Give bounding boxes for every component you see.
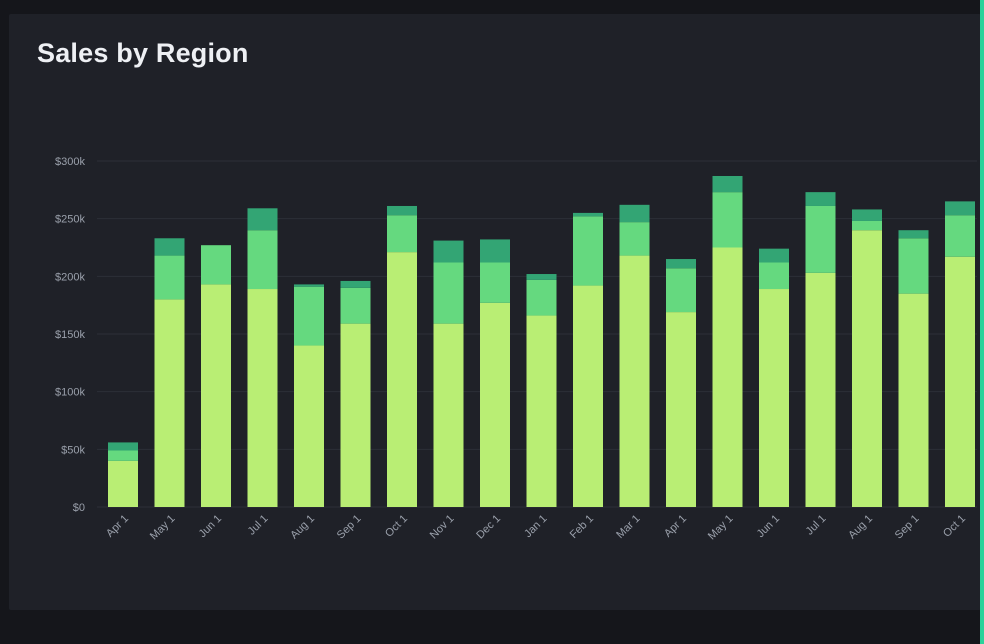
bar-segment-region-3-8[interactable] (480, 239, 510, 263)
bar-segment-region-3-16[interactable] (852, 209, 882, 221)
x-tick-label: Oct 1 (383, 513, 410, 540)
bar-segment-region-1-6[interactable] (387, 252, 417, 507)
bar-segment-region-2-2[interactable] (201, 245, 231, 285)
bar-segment-region-1-13[interactable] (712, 247, 743, 508)
y-tick-label: $250k (55, 214, 85, 226)
bar-segment-region-2-7[interactable] (433, 262, 464, 324)
bar-segment-region-2-10[interactable] (573, 216, 603, 286)
bar-segment-region-2-1[interactable] (154, 255, 185, 300)
bar-segment-region-2-17[interactable] (898, 238, 929, 294)
bar-segment-region-2-16[interactable] (852, 220, 882, 231)
x-tick-label: Jul 1 (246, 513, 271, 538)
bar-segment-region-1-5[interactable] (340, 323, 371, 507)
x-tick-label: Jan 1 (522, 513, 550, 541)
accent-edge (980, 0, 984, 644)
x-tick-label: Nov 1 (428, 513, 457, 542)
x-tick-label: Jul 1 (804, 513, 829, 538)
bar-segment-region-1-18[interactable] (945, 256, 975, 507)
bottom-bar (0, 610, 984, 644)
bar-segment-region-3-13[interactable] (712, 175, 743, 193)
bar-segment-region-3-12[interactable] (666, 259, 696, 269)
bar-segment-region-2-13[interactable] (712, 192, 743, 248)
y-tick-label: $50k (61, 444, 85, 456)
bar-segment-region-1-1[interactable] (154, 299, 185, 507)
x-tick-label: May 1 (148, 513, 178, 543)
bar-segment-region-2-8[interactable] (480, 262, 510, 303)
x-tick-label: Aug 1 (846, 513, 875, 542)
bar-segment-region-3-3[interactable] (247, 208, 278, 231)
bar-segment-region-2-5[interactable] (340, 287, 371, 324)
y-tick-label: $0 (73, 502, 85, 514)
bar-segment-region-3-4[interactable] (294, 284, 324, 287)
x-tick-label: Feb 1 (568, 513, 596, 541)
chart-title: Sales by Region (37, 38, 249, 68)
bar-segment-region-3-1[interactable] (154, 238, 185, 256)
sales-by-region-chart: $0 $50k $100k $150k $200k $250k $300k Apr 1 May… (55, 156, 977, 543)
bar-segment-region-1-3[interactable] (247, 289, 278, 507)
bar-segment-region-2-9[interactable] (526, 279, 557, 316)
bar-segment-region-1-15[interactable] (805, 272, 836, 507)
x-tick-label: Apr 1 (104, 513, 131, 540)
chart-panel: Sales by Region $0 $50k $100k $150k $200k $25… (9, 14, 981, 610)
bar-segment-region-1-12[interactable] (666, 312, 696, 507)
bar-segment-region-3-15[interactable] (805, 192, 836, 206)
bar-segment-region-2-14[interactable] (759, 262, 789, 290)
x-tick-label: Apr 1 (662, 513, 689, 540)
x-tick-label: Dec 1 (474, 513, 503, 542)
y-tick-label: $150k (55, 329, 85, 341)
bar-segment-region-3-6[interactable] (387, 205, 417, 216)
bar-segment-region-1-9[interactable] (526, 315, 557, 507)
bar-segment-region-2-4[interactable] (294, 286, 324, 346)
bar-segment-region-3-18[interactable] (945, 201, 975, 216)
bar-segment-region-2-15[interactable] (805, 205, 836, 273)
x-tick-label: Aug 1 (288, 513, 317, 542)
bar-segment-region-2-11[interactable] (619, 222, 650, 256)
bar-segment-region-1-7[interactable] (433, 323, 464, 507)
bar-segment-region-3-7[interactable] (433, 240, 464, 263)
bar-segment-region-1-0[interactable] (108, 460, 138, 507)
bar-segment-region-3-17[interactable] (898, 230, 929, 239)
bar-layer (108, 175, 975, 508)
x-tick-label: Jun 1 (197, 513, 225, 541)
bar-segment-region-2-6[interactable] (387, 215, 417, 253)
x-tick-label: Mar 1 (614, 513, 642, 541)
bar-segment-region-3-10[interactable] (573, 212, 603, 217)
bar-segment-region-3-14[interactable] (759, 248, 789, 263)
bar-segment-region-2-0[interactable] (108, 450, 138, 461)
y-tick-label: $300k (55, 156, 85, 168)
bar-segment-region-2-12[interactable] (666, 268, 696, 313)
bar-segment-region-2-3[interactable] (247, 230, 278, 290)
bar-segment-region-1-4[interactable] (294, 345, 324, 507)
x-tick-label: May 1 (706, 513, 736, 543)
x-tick-label: Sep 1 (335, 513, 364, 542)
bar-segment-region-3-0[interactable] (108, 442, 138, 451)
bar-segment-region-3-9[interactable] (526, 274, 557, 280)
bar-segment-region-3-5[interactable] (340, 280, 371, 288)
bar-segment-region-2-18[interactable] (945, 215, 975, 257)
bar-segment-region-1-14[interactable] (759, 289, 789, 507)
bar-segment-region-1-16[interactable] (852, 230, 882, 507)
y-tick-label: $100k (55, 387, 85, 399)
bar-segment-region-1-11[interactable] (619, 255, 650, 507)
bar-segment-region-1-2[interactable] (201, 284, 231, 507)
x-tick-label: Jun 1 (755, 513, 783, 541)
bar-segment-region-1-8[interactable] (480, 302, 510, 507)
bar-segment-region-3-11[interactable] (619, 204, 650, 223)
x-axis-ticks: Apr 1 May 1 Jun 1 Jul 1 Aug 1 Sep 1 Oct 1 Nov 1… (104, 513, 968, 543)
y-axis-ticks: $0 $50k $100k $150k $200k $250k $300k (55, 156, 85, 514)
x-tick-label: Oct 1 (941, 513, 968, 540)
bar-segment-region-1-10[interactable] (573, 285, 603, 507)
y-tick-label: $200k (55, 271, 85, 283)
bar-segment-region-1-17[interactable] (898, 293, 929, 507)
x-tick-label: Sep 1 (893, 513, 922, 542)
